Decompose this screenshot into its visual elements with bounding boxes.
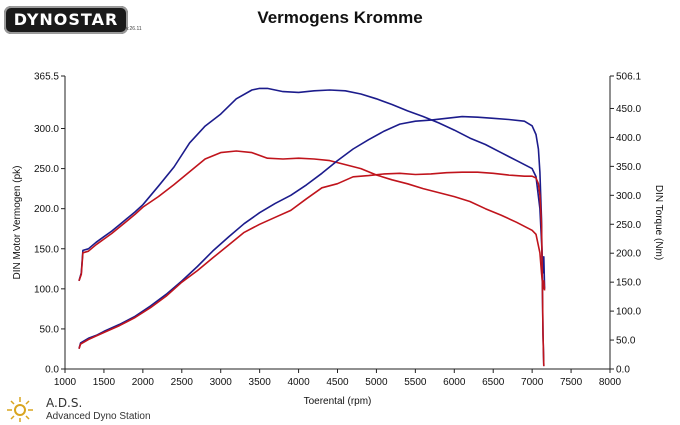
y-tick-label-right: 50.0 <box>616 336 636 347</box>
x-tick-label: 4500 <box>326 377 349 388</box>
x-tick-label: 3000 <box>210 377 233 388</box>
y-tick-label-left: 365.5 <box>34 72 59 83</box>
dynostar-logo: DYNOSTAR <box>4 6 128 34</box>
y-tick-label-right: 0.0 <box>616 365 630 376</box>
y-tick-label-right: 250.0 <box>616 220 641 231</box>
x-tick-label: 2000 <box>132 377 155 388</box>
ads-name: Advanced Dyno Station <box>46 411 151 422</box>
x-tick-label: 2500 <box>171 377 194 388</box>
y-axis-title-left: DIN Motor Vermogen (pk) <box>12 166 23 280</box>
series-line-4 <box>78 171 545 367</box>
y-tick-label-left: 0.0 <box>45 365 59 376</box>
x-tick-label: 4000 <box>287 377 310 388</box>
series-line-1 <box>78 87 546 289</box>
logo-version: v.26.11 <box>126 26 142 32</box>
y-tick-label-left: 250.0 <box>34 164 59 175</box>
y-tick-label-right: 300.0 <box>616 191 641 202</box>
y-tick-label-right: 200.0 <box>616 249 641 260</box>
y-tick-label-right: 150.0 <box>616 278 641 289</box>
y-tick-label-right: 400.0 <box>616 133 641 144</box>
y-tick-label-left: 150.0 <box>34 244 59 255</box>
x-tick-label: 5500 <box>404 377 427 388</box>
x-tick-label: 1000 <box>54 377 77 388</box>
y-tick-label-right: 506.1 <box>616 72 641 83</box>
y-tick-label-right: 450.0 <box>616 104 641 115</box>
x-tick-label: 6000 <box>443 377 466 388</box>
x-tick-label: 7500 <box>560 377 583 388</box>
y-tick-label-left: 300.0 <box>34 124 59 135</box>
x-tick-label: 6500 <box>482 377 505 388</box>
ads-sun-icon <box>7 397 33 422</box>
y-axis-title-right: DIN Torque (Nm) <box>653 185 664 260</box>
x-tick-label: 3500 <box>249 377 272 388</box>
x-tick-label: 8000 <box>599 377 622 388</box>
logo-text: DYNOSTAR <box>13 10 119 29</box>
x-tick-label: 7000 <box>521 377 544 388</box>
y-tick-label-left: 100.0 <box>34 284 59 295</box>
y-tick-label-right: 100.0 <box>616 307 641 318</box>
y-tick-label-left: 200.0 <box>34 204 59 215</box>
chart-title: Vermogens Kromme <box>257 8 423 27</box>
series-line-2 <box>78 150 546 291</box>
ads-abbreviation: A.D.S. <box>46 396 83 410</box>
y-tick-label-right: 350.0 <box>616 162 641 173</box>
x-tick-label: 5000 <box>365 377 388 388</box>
x-axis-title: Toerental (rpm) <box>304 396 372 407</box>
series-line-3 <box>78 115 545 367</box>
x-tick-label: 1500 <box>93 377 116 388</box>
y-tick-label-left: 50.0 <box>40 324 60 335</box>
